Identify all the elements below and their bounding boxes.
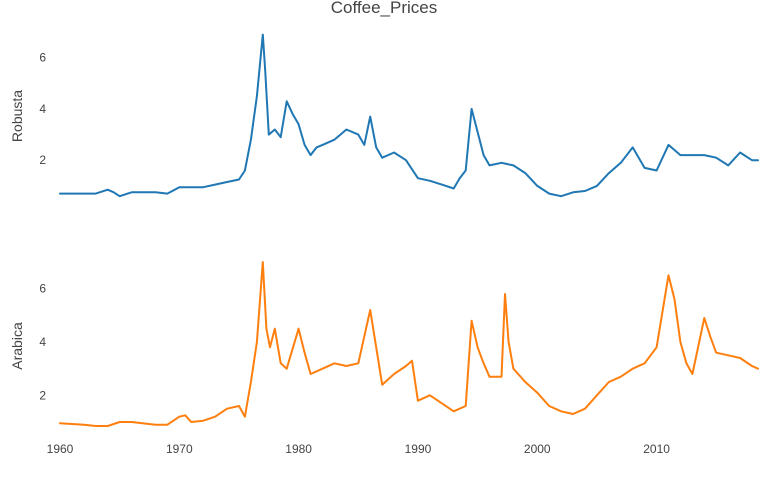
x-tick-label: 2010 (643, 442, 670, 456)
x-tick-label: 1960 (47, 442, 74, 456)
robusta-y-tick-label: 6 (39, 51, 46, 65)
arabica-y-tick-label: 4 (39, 335, 46, 349)
x-tick-label: 2000 (524, 442, 551, 456)
arabica-y-tick-label: 2 (39, 388, 46, 402)
arabica-series-line (59, 261, 759, 427)
chart-title: Coffee_Prices (331, 0, 437, 17)
x-tick-label: 1990 (405, 442, 432, 456)
robusta-y-tick-label: 4 (39, 102, 46, 116)
robusta-axis-title: Robusta (9, 90, 25, 142)
robusta-y-tick-label: 2 (39, 153, 46, 167)
x-tick-label: 1970 (166, 442, 193, 456)
arabica-y-tick-label: 6 (39, 282, 46, 296)
x-tick-label: 1980 (285, 442, 312, 456)
robusta-series-line (59, 33, 759, 198)
arabica-axis-title: Arabica (9, 322, 25, 370)
